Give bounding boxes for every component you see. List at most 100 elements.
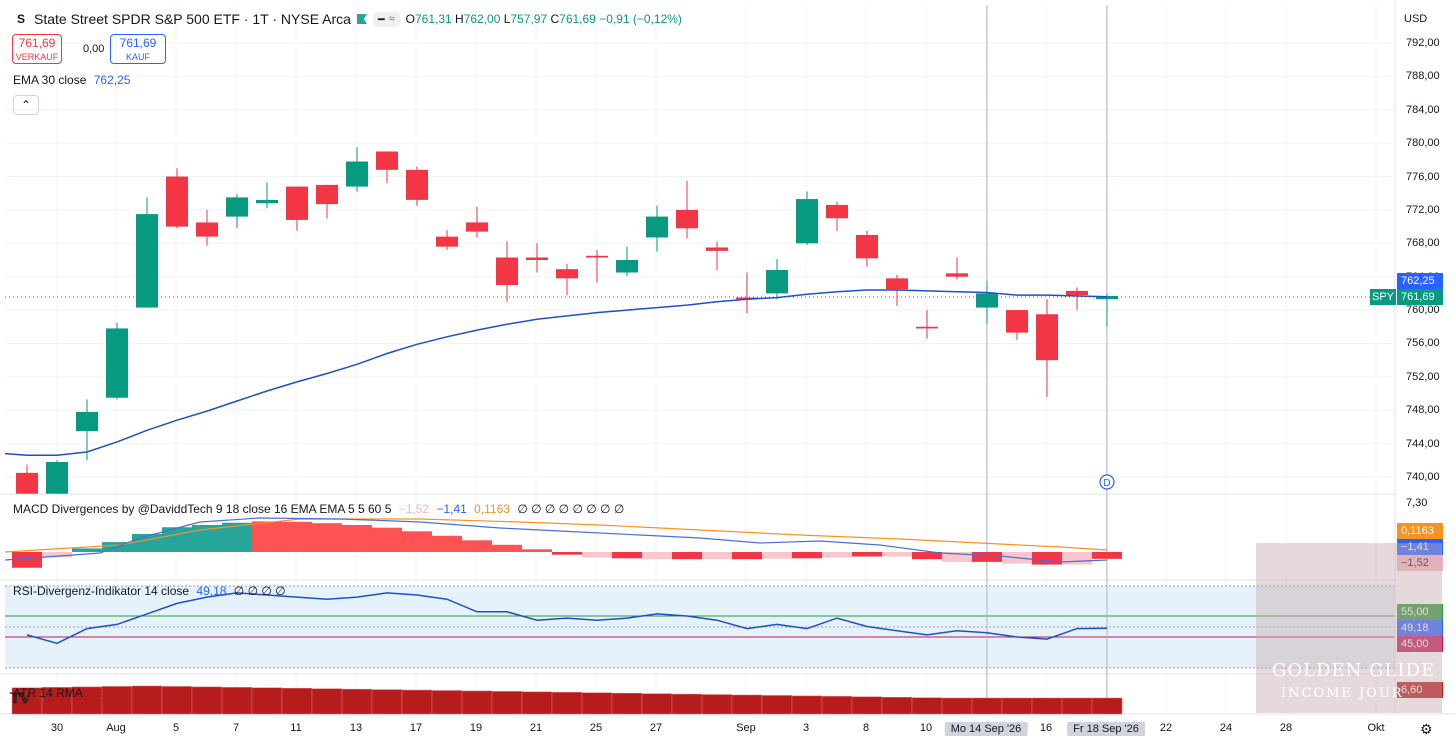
price-tick-label: 772,00	[1406, 203, 1440, 216]
candle	[1096, 293, 1118, 328]
macd-bar	[72, 548, 102, 552]
ema-legend[interactable]: EMA 30 close 762,25	[13, 73, 131, 87]
watermark-subtitle: INCOME JOUR	[1281, 686, 1404, 701]
candle-body	[76, 411, 98, 432]
candle	[556, 264, 578, 296]
symbol-title[interactable]: State Street SPDR S&P 500 ETF · 1T · NYS…	[34, 11, 351, 27]
price-tick-label: 756,00	[1406, 337, 1440, 350]
time-tick-label: Sep	[736, 722, 756, 734]
atr-bar	[281, 688, 313, 715]
tradingview-logo-icon[interactable]: 𝕋𝕍	[10, 690, 31, 706]
sell-button[interactable]: 761,69 VERKAUF	[12, 34, 62, 64]
candle	[46, 460, 68, 494]
atr-bar	[941, 697, 973, 715]
time-tick-label: 22	[1159, 722, 1173, 734]
macd-bar	[12, 552, 42, 568]
macd-line-badge: −1,41	[1397, 539, 1443, 555]
atr-bar	[311, 688, 343, 715]
rsi-legend[interactable]: RSI-Divergenz-Indikator 14 close 49,18 ∅…	[13, 584, 286, 598]
price-tick-label: 744,00	[1406, 437, 1440, 450]
time-tick-label: 5	[172, 722, 180, 734]
atr-bar	[521, 691, 553, 715]
atr-bar	[341, 688, 373, 715]
atr-bar	[851, 696, 883, 715]
atr-bar	[431, 690, 463, 715]
macd-bar	[252, 521, 282, 552]
atr-bar	[221, 687, 253, 715]
time-tick-label: Aug	[106, 722, 126, 734]
macd-legend[interactable]: MACD Divergences by @DaviddTech 9 18 clo…	[13, 502, 625, 516]
atr-bar	[1031, 697, 1063, 715]
rsi-line	[26, 592, 1108, 645]
candle	[646, 205, 668, 252]
macd-bar	[702, 552, 732, 560]
candle	[286, 186, 308, 231]
candle-body	[706, 247, 728, 251]
candle-body	[256, 199, 278, 204]
time-tick-label: Mo 14 Sep '26	[944, 722, 1028, 736]
macd-bar	[672, 552, 702, 560]
currency-label[interactable]: USD	[1404, 13, 1428, 25]
candle	[406, 166, 428, 206]
candle-body	[856, 234, 878, 259]
rsi-value-badge: 49,18	[1397, 620, 1443, 636]
atr-bar	[1001, 697, 1033, 715]
candle-body	[196, 222, 218, 237]
atr-bar	[1091, 697, 1123, 715]
atr-bar	[131, 685, 163, 715]
gear-icon[interactable]: ⚙	[1420, 721, 1433, 737]
atr-bar	[971, 697, 1003, 715]
atr-bar	[41, 687, 73, 715]
macd-bar	[792, 552, 822, 559]
macd-bar	[432, 535, 462, 552]
time-tick-label: 17	[409, 722, 423, 734]
candle-body	[46, 461, 68, 494]
atr-bar	[461, 690, 493, 715]
atr-bar	[551, 692, 583, 715]
atr-bar	[491, 691, 523, 715]
candle	[166, 168, 188, 229]
macd-bar	[822, 552, 852, 558]
collapse-legend-button[interactable]: ⌃	[13, 95, 39, 115]
price-tick-label: 776,00	[1406, 170, 1440, 183]
candle	[946, 257, 968, 280]
macd-bar	[402, 531, 432, 552]
atr-bar	[401, 689, 433, 715]
macd-bar	[942, 552, 972, 562]
price-tick-label: 740,00	[1406, 471, 1440, 483]
candle	[1036, 299, 1058, 397]
candle-body	[586, 255, 608, 258]
time-tick-label: 30	[50, 722, 64, 734]
macd-bar	[372, 527, 402, 552]
time-tick-label: 24	[1219, 722, 1233, 734]
macd-bar	[612, 552, 642, 559]
rsi-band	[5, 586, 1395, 668]
macd-bar	[912, 552, 942, 560]
price-tick-label: 792,00	[1406, 37, 1440, 49]
candle	[616, 246, 638, 276]
atr-legend[interactable]: ATR 14 RMA 6,60	[13, 686, 113, 700]
rsi-upper-badge: 55,00	[1397, 604, 1443, 620]
atr-bar	[101, 686, 133, 715]
time-tick-label: 28	[1279, 722, 1293, 734]
candle	[196, 209, 218, 246]
time-tick-label: 21	[529, 722, 543, 734]
price-tick-label: 780,00	[1406, 137, 1440, 150]
candle-body	[976, 293, 998, 308]
candle	[1006, 310, 1028, 341]
atr-bar	[611, 692, 643, 715]
candle-body	[376, 151, 398, 170]
atr-bar	[791, 695, 823, 715]
rsi-lower-badge: 45,00	[1397, 636, 1443, 652]
candle-body	[286, 186, 308, 220]
dividend-marker[interactable]	[1099, 474, 1115, 490]
atr-bar	[821, 696, 853, 715]
candle-body	[1006, 310, 1028, 333]
time-tick-label: 3	[802, 722, 810, 734]
compare-toggle[interactable]: ━ ≈	[372, 11, 400, 27]
buy-button[interactable]: 761,69 KAUF	[110, 34, 166, 64]
time-tick-label: 13	[349, 722, 363, 734]
flag-icon[interactable]	[356, 14, 367, 24]
candle	[976, 280, 998, 325]
